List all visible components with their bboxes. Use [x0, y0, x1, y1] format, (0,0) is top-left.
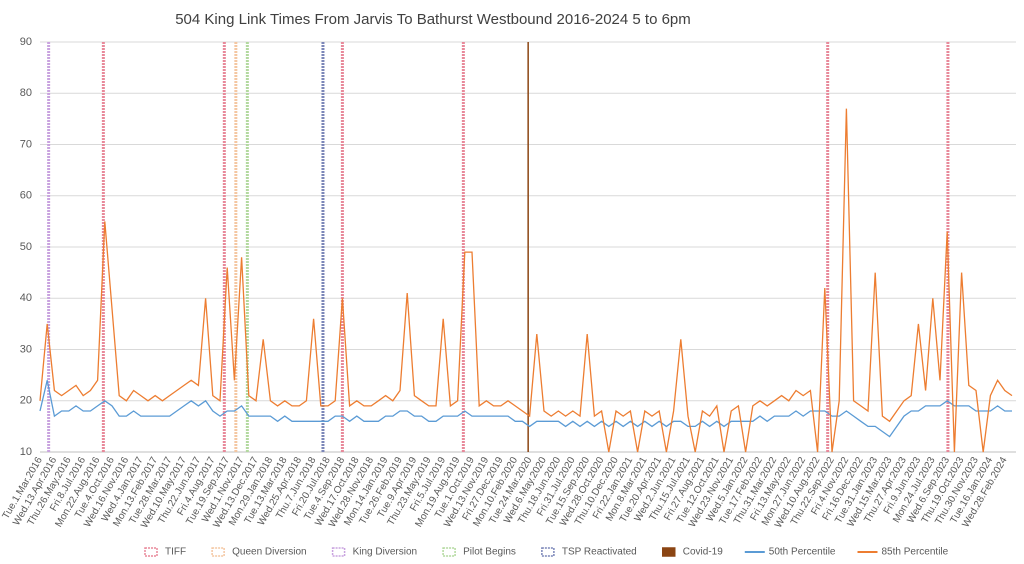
legend-swatch [211, 547, 225, 557]
legend-label: 85th Percentile [882, 547, 949, 558]
y-tick-label: 10 [20, 446, 32, 458]
y-tick-label: 30 [20, 343, 32, 355]
legend-label: TSP Reactivated [562, 547, 637, 558]
legend-swatch [541, 547, 555, 557]
chart-title: 504 King Link Times From Jarvis To Bathu… [175, 11, 691, 28]
legend-label: Covid-19 [683, 547, 723, 558]
y-tick-label: 80 [20, 87, 32, 99]
legend-swatch [442, 547, 456, 557]
legend-label: King Diversion [353, 547, 417, 558]
series-line [39, 108, 1013, 453]
y-tick-label: 90 [20, 36, 32, 48]
legend-label: Pilot Begins [463, 547, 516, 558]
series-line [39, 380, 1012, 438]
y-tick-label: 60 [20, 190, 32, 202]
legend-label: TIFF [165, 547, 186, 558]
legend-label: Queen Diversion [232, 547, 306, 558]
y-tick-label: 50 [20, 241, 32, 253]
y-tick-label: 20 [20, 395, 32, 407]
legend-swatch [662, 547, 676, 557]
legend-swatch [144, 547, 158, 557]
legend-label: 50th Percentile [769, 547, 836, 558]
y-tick-label: 40 [20, 292, 32, 304]
legend-swatch [331, 547, 346, 557]
y-tick-label: 70 [20, 138, 32, 150]
